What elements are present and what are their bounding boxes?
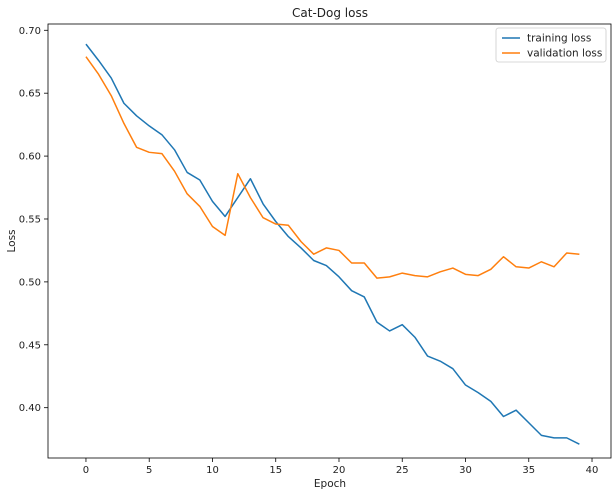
x-tick-label: 0 xyxy=(83,465,89,476)
x-tick-label: 10 xyxy=(206,465,219,476)
y-tick-label: 0.45 xyxy=(19,340,41,351)
series-line-validation-loss xyxy=(85,56,580,279)
y-tick-label: 0.60 xyxy=(19,152,41,163)
y-tick-label: 0.50 xyxy=(19,277,41,288)
x-tick-label: 35 xyxy=(522,465,535,476)
y-tick-label: 0.65 xyxy=(19,89,41,100)
x-tick-label: 20 xyxy=(333,465,346,476)
x-tick-label: 40 xyxy=(586,465,599,476)
x-tick-label: 5 xyxy=(146,465,152,476)
x-axis-label: Epoch xyxy=(314,478,346,490)
y-tick-label: 0.70 xyxy=(19,26,41,37)
legend: training loss validation loss xyxy=(495,27,607,63)
legend-box xyxy=(495,27,607,63)
plot-frame xyxy=(47,23,612,459)
legend-entry: validation loss xyxy=(527,48,602,60)
x-tick-label: 30 xyxy=(459,465,472,476)
y-tick-label: 0.40 xyxy=(19,403,41,414)
series-line-training-loss xyxy=(85,43,580,445)
x-tick-label: 25 xyxy=(396,465,409,476)
y-axis-label: Loss xyxy=(6,229,18,252)
x-tick-label: 15 xyxy=(269,465,282,476)
legend-entry: training loss xyxy=(527,33,591,45)
chart-title: Cat-Dog loss xyxy=(292,6,368,20)
y-tick-label: 0.55 xyxy=(19,214,41,225)
